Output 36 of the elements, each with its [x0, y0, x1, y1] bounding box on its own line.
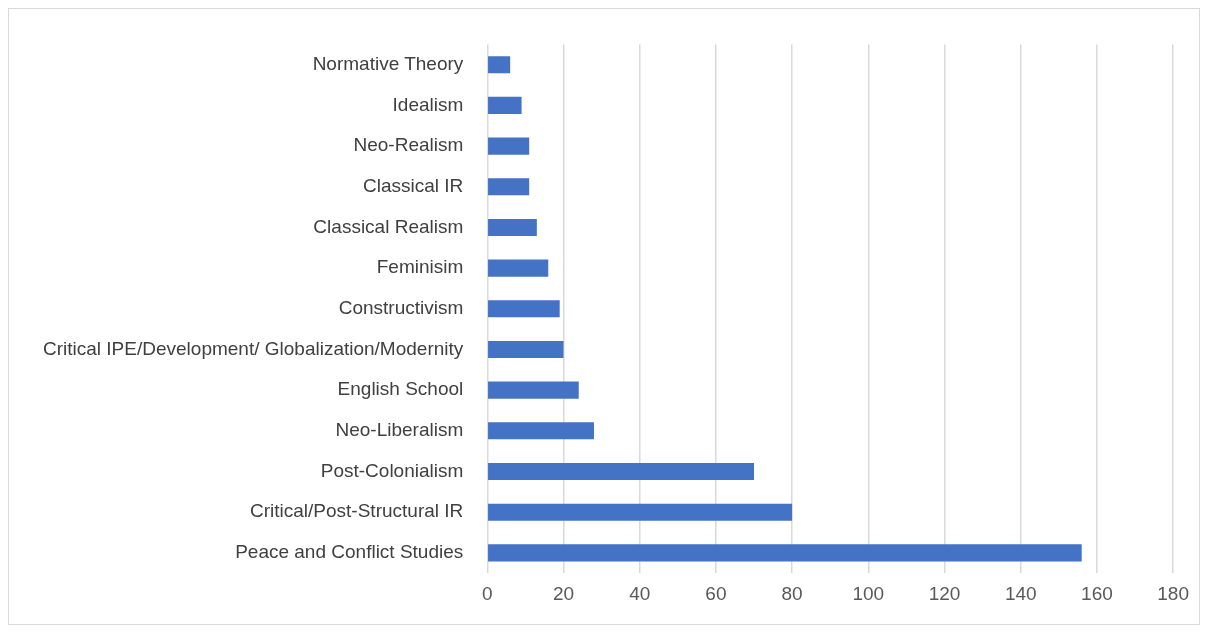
- bar: [488, 544, 1082, 562]
- x-tick-label: 40: [629, 582, 651, 604]
- x-tick-label: 0: [482, 582, 493, 604]
- y-tick-label: Constructivism: [338, 297, 464, 319]
- bar: [488, 218, 537, 236]
- bar: [488, 300, 560, 318]
- bar: [488, 259, 549, 277]
- bar: [488, 503, 793, 521]
- x-tick-label: 180: [1157, 582, 1189, 604]
- y-tick-label: English School: [337, 378, 464, 400]
- x-tick-label: 60: [705, 582, 727, 604]
- y-tick-label: Neo-Liberalism: [335, 419, 464, 441]
- x-tick-label: 140: [1004, 582, 1037, 604]
- bar: [488, 137, 530, 155]
- x-tick-label: 20: [552, 582, 575, 604]
- y-tick-label: Idealism: [392, 93, 464, 115]
- bar: [488, 56, 511, 74]
- y-tick-label: Feminisim: [376, 256, 464, 278]
- y-tick-label: Classical Realism: [313, 215, 464, 237]
- y-tick-label: Critical/Post-Structural IR: [250, 500, 464, 522]
- x-tick-label: 160: [1081, 582, 1113, 604]
- bar: [488, 462, 755, 481]
- y-tick-label: Neo-Realism: [353, 134, 464, 156]
- x-tick-label: 80: [781, 582, 803, 604]
- bar: [488, 178, 530, 196]
- y-tick-label: Peace and Conflict Studies: [235, 541, 464, 563]
- bar: [488, 96, 522, 114]
- y-tick-label: Critical IPE/Development/ Globalization/Modernity: [42, 337, 464, 359]
- y-tick-label: Classical IR: [362, 175, 464, 196]
- bar: [488, 381, 579, 399]
- y-tick-label: Post-Colonialism: [320, 459, 464, 481]
- x-tick-label: 100: [852, 582, 885, 604]
- x-tick-label: 120: [928, 582, 961, 604]
- bar: [488, 422, 594, 440]
- y-tick-label: Normative Theory: [312, 52, 464, 74]
- bar: [488, 340, 564, 359]
